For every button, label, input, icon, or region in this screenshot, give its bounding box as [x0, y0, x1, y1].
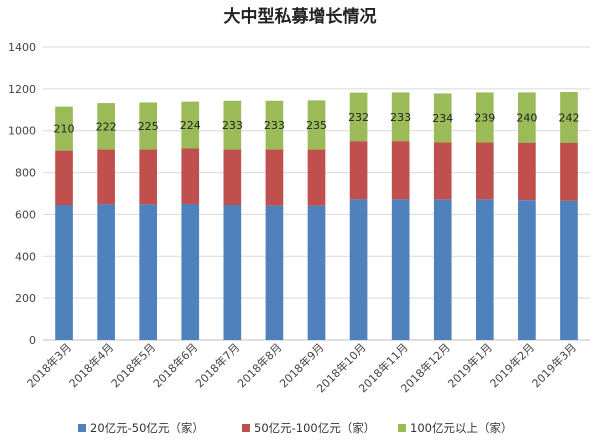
- data-label: 222: [96, 120, 117, 133]
- legend: 20亿元-50亿元（家） 50亿元-100亿元（家） 100亿元以上（家）: [78, 421, 512, 435]
- data-label: 225: [138, 120, 159, 133]
- x-tick-label: 2018年6月: [150, 340, 200, 390]
- data-label: 240: [516, 112, 537, 125]
- x-tick-label: 2018年5月: [108, 340, 158, 390]
- data-label: 224: [180, 119, 201, 132]
- bar-segment: [349, 199, 368, 340]
- y-tick-label: 400: [15, 250, 36, 263]
- bar-segment: [223, 149, 242, 206]
- bar-segment: [475, 142, 494, 200]
- bar-segment: [265, 149, 284, 206]
- y-tick-label: 800: [15, 167, 36, 180]
- legend-label: 100亿元以上（家）: [410, 421, 512, 435]
- bar-segment: [139, 204, 158, 340]
- data-label: 232: [348, 111, 369, 124]
- bar-segment: [475, 199, 494, 340]
- x-tick-label: 2018年7月: [192, 340, 242, 390]
- data-label: 234: [432, 112, 453, 125]
- bar-segment: [518, 92, 536, 143]
- bar-segment: [391, 92, 410, 142]
- bar-segment: [181, 148, 200, 204]
- bar-segment: [265, 205, 284, 340]
- bar-segment: [433, 199, 452, 340]
- bar-segment: [560, 142, 578, 201]
- x-tick-label: 2019年2月: [487, 340, 537, 390]
- bar-segment: [181, 203, 200, 340]
- bar-segment: [307, 149, 326, 206]
- data-labels: 210 222 225 224 233 233 235 232 233 234 239 240 242: [54, 111, 580, 136]
- x-tick-label: 2019年3月: [529, 340, 579, 390]
- legend-item: 100亿元以上（家）: [398, 421, 512, 435]
- y-tick-label: 1200: [8, 83, 36, 96]
- bar-segment: [391, 199, 410, 340]
- y-tick-label: 1000: [8, 125, 36, 138]
- x-axis: 2018年3月2018年4月2018年5月2018年6月2018年7月2018年…: [24, 340, 579, 395]
- chart-title: 大中型私募增长情况: [224, 6, 377, 27]
- data-label: 233: [222, 119, 243, 132]
- x-tick-label: 2018年3月: [24, 340, 74, 390]
- bar-segment: [349, 92, 368, 142]
- bar-segment: [97, 103, 115, 150]
- bar-segment: [55, 150, 73, 206]
- bar-segment: [55, 106, 73, 151]
- legend-item: 50亿元-100亿元（家）: [242, 421, 375, 435]
- data-label: 233: [264, 119, 285, 132]
- legend-label: 50亿元-100亿元（家）: [254, 421, 375, 435]
- y-tick-label: 1400: [8, 41, 36, 54]
- legend-swatch: [242, 424, 250, 432]
- bar-segment: [97, 204, 115, 340]
- bar-segment: [518, 200, 536, 340]
- y-axis: 0 200 400 600 800 1000 1200 1400: [8, 41, 36, 347]
- legend-label: 20亿元-50亿元（家）: [90, 421, 204, 435]
- legend-swatch: [78, 424, 86, 432]
- bar-segment: [307, 100, 326, 150]
- y-tick-label: 0: [29, 334, 36, 347]
- bar-segment: [265, 100, 284, 150]
- bars: [55, 91, 578, 340]
- legend-item: 20亿元-50亿元（家）: [78, 421, 204, 435]
- x-tick-label: 2018年8月: [234, 340, 284, 390]
- x-tick-label: 2019年1月: [445, 340, 495, 390]
- data-label: 239: [474, 111, 495, 124]
- legend-swatch: [398, 424, 406, 432]
- data-label: 242: [558, 111, 579, 124]
- x-tick-label: 2018年4月: [66, 340, 116, 390]
- bar-segment: [139, 149, 158, 205]
- bar-segment: [391, 141, 410, 200]
- bar-segment: [433, 93, 452, 143]
- bar-segment: [223, 205, 242, 340]
- bar-segment: [518, 142, 536, 201]
- bar-segment: [139, 102, 158, 150]
- bar-segment: [181, 101, 200, 149]
- bar-segment: [433, 142, 452, 200]
- bar-segment: [475, 92, 494, 143]
- bar-segment: [307, 205, 326, 340]
- bar-segment: [55, 205, 73, 340]
- bar-segment: [560, 91, 578, 143]
- bar-segment: [97, 149, 115, 205]
- data-label: 233: [390, 111, 411, 124]
- data-label: 210: [54, 123, 75, 136]
- bar-segment: [349, 141, 368, 200]
- y-tick-label: 600: [15, 208, 36, 221]
- bar-segment: [223, 100, 242, 150]
- data-label: 235: [306, 119, 327, 132]
- y-tick-label: 200: [15, 292, 36, 305]
- bar-segment: [560, 200, 578, 340]
